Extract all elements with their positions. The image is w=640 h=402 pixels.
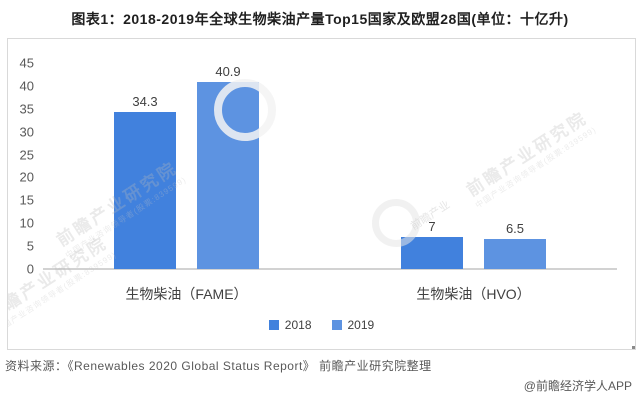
- legend-item: 2018: [268, 318, 312, 332]
- bar-value-label: 6.5: [505, 221, 525, 237]
- bar-2018: [401, 236, 463, 269]
- resize-handle-dot: [632, 346, 635, 349]
- x-axis-line: [43, 268, 617, 270]
- bar-value-label: 7: [428, 218, 436, 234]
- bar-2018: [114, 111, 176, 269]
- y-tick-label: 40: [19, 78, 34, 94]
- bar-2019: [197, 81, 259, 269]
- chart-area: 前瞻产业研究院 中国产业咨询领导者(股票:839599) 前瞻产业研究院 中国产…: [7, 38, 636, 350]
- source-note: 资料来源：《Renewables 2020 Global Status Repo…: [5, 359, 432, 373]
- y-tick-label: 30: [19, 124, 34, 140]
- legend-item: 2019: [331, 318, 375, 332]
- category-label: 生物柴油（FAME）: [125, 286, 248, 302]
- y-tick-label: 20: [19, 169, 34, 185]
- y-tick-label: 15: [19, 192, 34, 208]
- legend-label: 2018: [284, 318, 312, 332]
- watermark-brand-right: 前瞻产业研究院 中国产业咨询领导者(股票:839599): [463, 107, 599, 210]
- bar-value-label: 34.3: [132, 93, 158, 109]
- y-tick-label: 35: [19, 101, 34, 117]
- bar-2019: [484, 239, 546, 269]
- legend-swatch: [331, 320, 342, 330]
- legend-label: 2019: [347, 318, 375, 332]
- chart-title: 图表1：2018-2019年全球生物柴油产量Top15国家及欧盟28国(单位：十…: [71, 11, 569, 27]
- y-tick-label: 0: [26, 261, 34, 277]
- legend: 2018 2019: [8, 317, 635, 333]
- bar-value-label: 40.9: [215, 63, 241, 79]
- y-tick-label: 5: [26, 238, 34, 254]
- y-tick-label: 10: [19, 215, 34, 231]
- category-label: 生物柴油（HVO）: [416, 286, 531, 302]
- credit-note: @前瞻经济学人APP: [523, 379, 632, 393]
- y-tick-label: 45: [19, 55, 34, 71]
- legend-swatch: [268, 320, 279, 330]
- y-tick-label: 25: [19, 147, 34, 163]
